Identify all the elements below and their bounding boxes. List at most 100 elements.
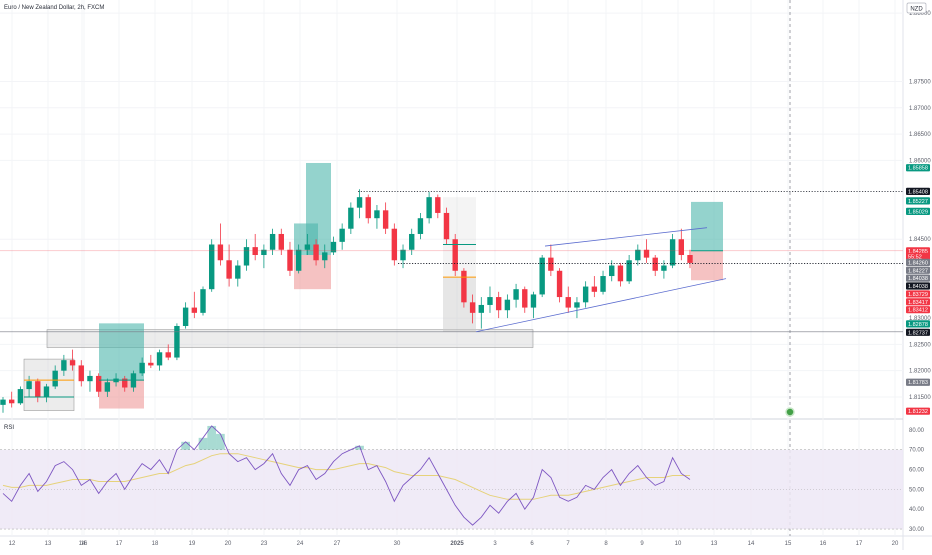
candle-body	[26, 381, 32, 390]
price-tag-label: 1.83417	[908, 300, 928, 306]
time-tick-label: 27	[334, 541, 341, 547]
candle-body	[382, 210, 389, 229]
time-tick-label: 16	[820, 541, 827, 547]
price-tag-box	[906, 258, 930, 266]
candle-body	[339, 228, 345, 242]
rsi-tick-label: 30.00	[909, 527, 925, 533]
candle-body	[365, 197, 371, 219]
candle-body	[261, 249, 267, 256]
price-tag-label: 1.82737	[908, 330, 928, 336]
candle-body	[600, 276, 606, 292]
price-tag-box	[906, 207, 930, 215]
time-tick-label: 16	[81, 541, 88, 547]
price-tag-box	[906, 378, 930, 386]
price-tick-label: 1.82500	[909, 342, 931, 348]
channel-lower-line	[475, 278, 727, 333]
candle-body	[669, 239, 676, 266]
candle-body	[513, 289, 519, 300]
time-tick-label: 10	[675, 541, 682, 547]
time-tick-label: 13	[45, 541, 52, 547]
price-tag-label: 1.84285	[908, 249, 928, 255]
candle-body	[278, 233, 284, 250]
time-tick-label: 17	[856, 541, 863, 547]
price-tag-label: 1.81783	[908, 380, 928, 386]
candle-body	[461, 270, 467, 303]
price-tag-label: 1.84227	[908, 268, 928, 274]
candle-body	[61, 360, 67, 371]
price-tag-label: 1.83412	[908, 308, 928, 314]
candle-body	[504, 299, 511, 311]
time-tick-label: 8	[604, 541, 608, 547]
candle-body	[43, 386, 50, 397]
candle-body	[591, 286, 598, 292]
candle-body	[226, 260, 232, 279]
candle-body	[148, 362, 154, 366]
price-tick-label: 1.87500	[909, 79, 931, 85]
currency-badge[interactable]: NZD	[910, 6, 923, 12]
time-tick-label: 3	[493, 541, 497, 547]
candle-body	[9, 399, 15, 404]
candle-body	[78, 365, 84, 382]
candle-body	[487, 297, 493, 305]
price-tag-box	[906, 247, 930, 255]
time-tick-label: 14	[748, 541, 755, 547]
candle-body	[400, 249, 406, 261]
candle-body	[322, 252, 328, 261]
rsi-ma-line	[2, 453, 690, 500]
candle-body	[426, 197, 432, 219]
rsi-tick-label: 50.00	[909, 487, 925, 493]
candle-body	[478, 304, 484, 313]
candle-body	[139, 362, 145, 374]
candle-body	[69, 360, 76, 366]
candle-body	[530, 294, 537, 308]
candles-layer	[0, 189, 693, 413]
price-tag-label: 1.85227	[908, 199, 928, 205]
symbol-title: Euro / New Zealand Dollar, 2h, FXCM	[4, 5, 104, 11]
candle-body	[165, 352, 171, 358]
candle-body	[191, 307, 198, 313]
candle-body	[374, 210, 380, 219]
price-tag-label: 55:52	[908, 254, 922, 260]
price-tag-label: 1.85408	[908, 189, 928, 195]
time-tick-label: 17	[116, 541, 123, 547]
time-tick-label: 14	[79, 541, 86, 547]
price-tag-label: 1.81232	[908, 409, 928, 415]
drawings-layer	[0, 0, 903, 536]
price-tick-label: 1.87000	[909, 106, 931, 112]
candle-body	[200, 289, 206, 313]
candle-body	[556, 270, 563, 298]
candle-body	[452, 239, 458, 271]
price-tag-label: 1.85029	[908, 209, 928, 215]
target-box	[306, 162, 331, 256]
price-tag-label: 1.83729	[908, 292, 928, 298]
candle-body	[52, 370, 58, 387]
price-tag-label: 1.82878	[908, 322, 928, 328]
price-tag-box	[906, 282, 930, 290]
candle-body	[269, 233, 276, 250]
currency-badge-box[interactable]	[906, 2, 927, 14]
candle-body	[304, 244, 311, 250]
candle-body	[209, 244, 215, 290]
time-tick-label: 18	[152, 541, 159, 547]
candle-body	[522, 289, 528, 308]
time-tick-label: 9	[640, 541, 644, 547]
candle-body	[565, 297, 571, 308]
price-tag-box	[906, 187, 930, 195]
time-tick-label: 15	[785, 541, 792, 547]
price-tick-label: 1.81500	[909, 395, 931, 401]
candle-body	[609, 265, 615, 277]
time-tick-label: 24	[297, 541, 304, 547]
candle-body	[356, 197, 363, 208]
candle-body	[548, 257, 554, 271]
candle-body	[287, 249, 293, 271]
candle-body	[104, 382, 111, 392]
rsi-line	[2, 425, 691, 526]
candle-body	[313, 244, 319, 261]
candle-body	[626, 260, 632, 282]
price-tag-box	[906, 197, 930, 205]
candle-body	[174, 325, 180, 358]
target-box	[691, 201, 723, 251]
